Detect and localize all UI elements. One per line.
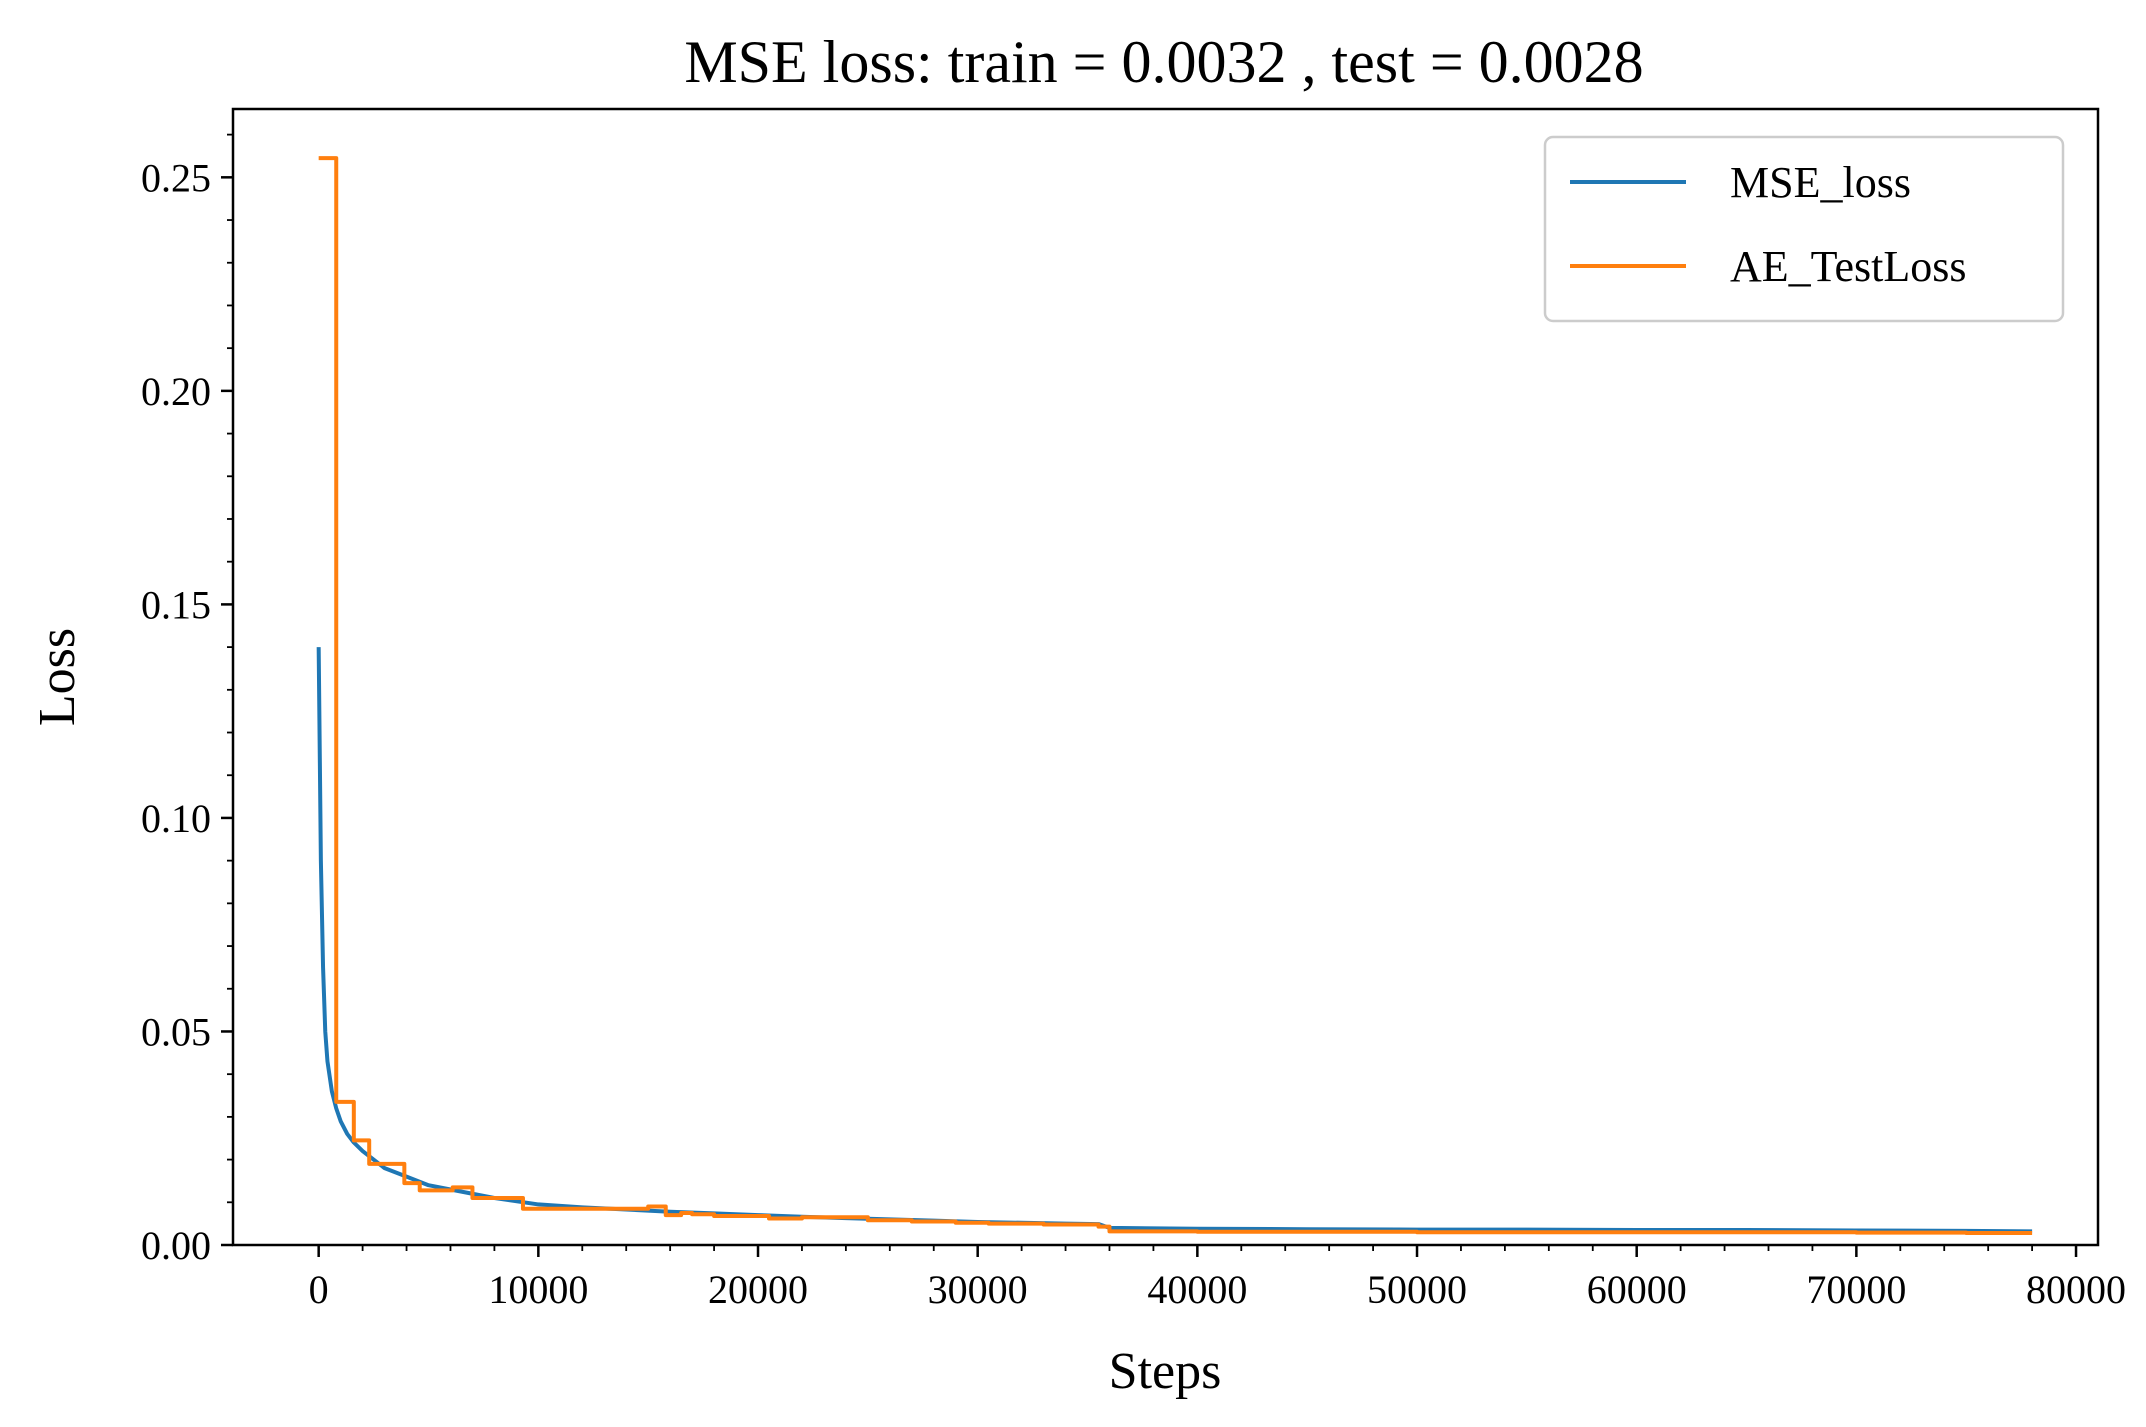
y-tick-label: 0.00 (141, 1223, 211, 1268)
legend-label-ae-testloss: AE_TestLoss (1730, 242, 1966, 291)
legend-label-mse-loss: MSE_loss (1730, 158, 1911, 207)
chart-title: MSE loss: train = 0.0032 , test = 0.0028 (684, 29, 1643, 95)
y-tick-label: 0.10 (141, 796, 211, 841)
x-tick-label: 20000 (708, 1267, 808, 1312)
x-tick-label: 10000 (488, 1267, 588, 1312)
y-axis-label: Loss (29, 628, 86, 726)
x-tick-label: 60000 (1587, 1267, 1687, 1312)
plot-frame (231, 107, 2100, 1247)
x-tick-label: 0 (309, 1267, 329, 1312)
ticks-layer: 0 10000 20000 30000 40000 50000 60000 70000 8000… (141, 133, 2126, 1312)
series-layer (316, 156, 2033, 1236)
x-tick-label: 70000 (1806, 1267, 1906, 1312)
y-tick-label: 0.25 (141, 155, 211, 200)
y-tick-label: 0.15 (141, 582, 211, 627)
x-tick-label: 80000 (2026, 1267, 2126, 1312)
legend: MSE_loss AE_TestLoss (1543, 135, 2065, 323)
x-axis-label: Steps (1109, 1343, 1222, 1400)
y-tick-label: 0.20 (141, 369, 211, 414)
y-tick-label: 0.05 (141, 1009, 211, 1054)
x-tick-label: 40000 (1147, 1267, 1247, 1312)
x-tick-label: 30000 (928, 1267, 1028, 1312)
series-line-ae-testloss (318, 156, 2033, 1236)
x-tick-label: 50000 (1367, 1267, 1467, 1312)
